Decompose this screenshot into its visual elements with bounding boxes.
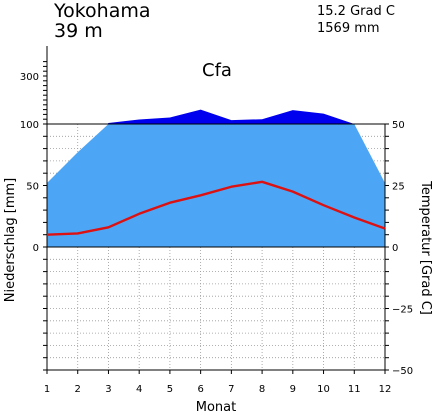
precipitation-excess-area	[47, 109, 385, 124]
axis-ticks	[43, 61, 389, 374]
station-name: Yokohama	[54, 0, 151, 22]
month-tick-label: 3	[105, 384, 111, 395]
x-axis-title: Monat	[196, 400, 236, 415]
left-tick-label: 100	[20, 120, 39, 131]
month-tick-label: 2	[75, 384, 81, 395]
month-tick-label: 5	[167, 384, 173, 395]
month-tick-label: 10	[317, 384, 330, 395]
temperature-line	[46, 180, 386, 236]
right-tick-label: −50	[392, 366, 413, 377]
annual-mean-temperature: 15.2 Grad C	[317, 4, 395, 19]
month-tick-label: 8	[259, 384, 265, 395]
climate-class-label: Cfa	[202, 60, 232, 81]
left-tick-label: 50	[26, 182, 39, 193]
right-tick-label: −25	[392, 305, 413, 316]
month-tick-label: 9	[290, 384, 296, 395]
annual-precipitation: 1569 mm	[317, 21, 380, 36]
right-tick-label: 0	[392, 243, 398, 254]
right-tick-label: 25	[392, 182, 405, 193]
month-tick-label: 1	[44, 384, 50, 395]
month-tick-label: 11	[348, 384, 361, 395]
right-axis-title: Temperatur [Grad C]	[418, 180, 433, 315]
month-tick-label: 6	[197, 384, 203, 395]
station-elevation: 39 m	[54, 20, 103, 42]
precipitation-excess-fill	[47, 109, 385, 124]
left-tick-label: 300	[20, 72, 39, 83]
month-tick-label: 12	[379, 384, 392, 395]
left-tick-label: 0	[33, 243, 39, 254]
right-tick-label: 50	[392, 120, 405, 131]
left-axis-title: Niederschlag [mm]	[3, 178, 18, 303]
month-tick-label: 7	[228, 384, 234, 395]
month-tick-label: 4	[136, 384, 142, 395]
temperature-series	[46, 180, 386, 236]
